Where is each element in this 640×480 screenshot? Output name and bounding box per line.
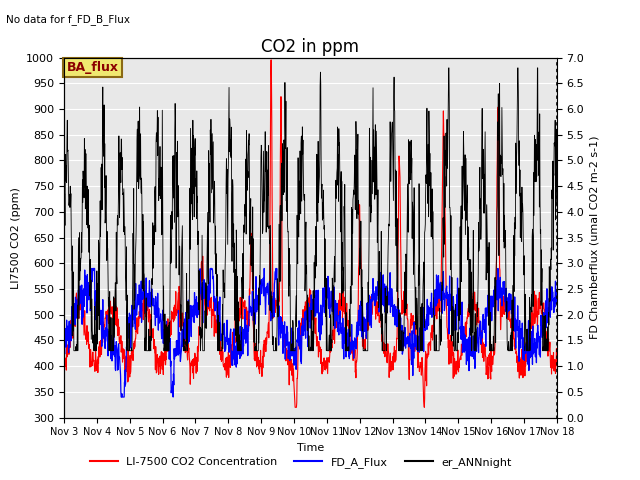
Y-axis label: FD Chamberflux (umal CO2 m-2 s-1): FD Chamberflux (umal CO2 m-2 s-1): [590, 136, 600, 339]
Title: CO2 in ppm: CO2 in ppm: [261, 38, 360, 56]
Text: BA_flux: BA_flux: [67, 61, 118, 74]
Legend: LI-7500 CO2 Concentration, FD_A_Flux, er_ANNnight: LI-7500 CO2 Concentration, FD_A_Flux, er…: [85, 452, 516, 472]
X-axis label: Time: Time: [297, 443, 324, 453]
Y-axis label: LI7500 CO2 (ppm): LI7500 CO2 (ppm): [11, 187, 20, 288]
Text: No data for f_FD_B_Flux: No data for f_FD_B_Flux: [6, 14, 131, 25]
